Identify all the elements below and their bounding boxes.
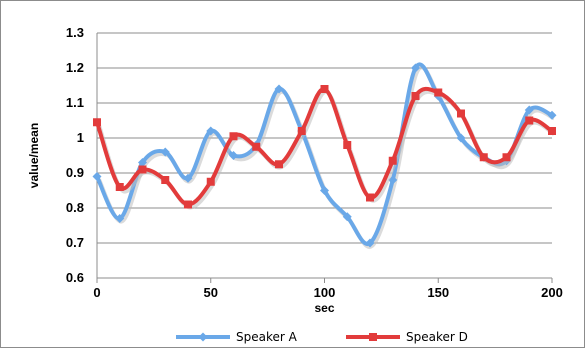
data-point (524, 105, 534, 115)
x-tick-label: 0 (93, 285, 100, 300)
legend-label: Speaker D (406, 330, 468, 344)
data-point (229, 132, 238, 141)
y-tick-label: 1.2 (66, 60, 84, 75)
data-point (161, 176, 170, 184)
x-tick-label: 150 (427, 285, 449, 300)
legend-swatch-marker (198, 332, 208, 342)
axes (96, 33, 553, 283)
data-point (502, 153, 511, 162)
y-axis-title: value/mean (27, 123, 41, 188)
data-point (115, 214, 125, 223)
data-point (479, 153, 488, 162)
data-point (92, 172, 102, 181)
y-tick-label: 0.8 (66, 200, 84, 215)
data-point (548, 127, 556, 135)
y-tick-label: 0.9 (66, 165, 84, 180)
y-tick-label: 0.7 (66, 235, 84, 250)
data-point (160, 147, 170, 157)
data-point (411, 63, 420, 73)
y-tick-label: 1 (77, 130, 84, 145)
legend: Speaker A Speaker D (176, 330, 468, 344)
data-point (275, 160, 283, 169)
legend-swatch-marker (369, 333, 377, 341)
legend-item-speaker-a: Speaker A (176, 330, 298, 344)
data-point (457, 109, 465, 118)
data-point (206, 126, 216, 136)
gridlines (97, 32, 552, 279)
data-point (342, 212, 352, 222)
data-point (343, 141, 352, 149)
data-point (365, 238, 375, 248)
data-point (411, 92, 420, 100)
data-point (366, 193, 374, 202)
data-point (183, 173, 193, 183)
y-tick-label: 0.6 (66, 270, 84, 285)
data-point (320, 186, 329, 195)
labels: 0.6 0.7 0.8 0.9 1 1.1 1.2 1.3 0 50 100 150 200 sec val… (27, 25, 563, 315)
data-point (184, 200, 192, 209)
series-layer (92, 62, 557, 249)
y-tick-label: 1.3 (66, 25, 84, 40)
data-point (115, 183, 124, 191)
data-point (297, 127, 306, 135)
x-tick-label: 200 (541, 285, 563, 300)
data-point (274, 84, 284, 94)
legend-label: Speaker A (236, 330, 298, 344)
x-tick-label: 100 (314, 285, 336, 300)
data-point (434, 88, 443, 97)
data-point (138, 158, 147, 167)
data-point (320, 85, 329, 93)
data-point (252, 142, 261, 151)
series-speaker-d (93, 85, 556, 210)
data-point (388, 156, 397, 165)
x-tick-label: 50 (204, 285, 218, 300)
x-axis-title: sec (314, 301, 334, 315)
data-point (206, 177, 215, 186)
data-point (93, 118, 101, 127)
data-point (229, 151, 238, 160)
data-point (138, 165, 147, 174)
y-tick-label: 1.1 (66, 95, 84, 110)
data-point (525, 116, 534, 125)
data-point (547, 110, 557, 120)
legend-item-speaker-d: Speaker D (346, 330, 468, 344)
data-point (456, 133, 466, 143)
